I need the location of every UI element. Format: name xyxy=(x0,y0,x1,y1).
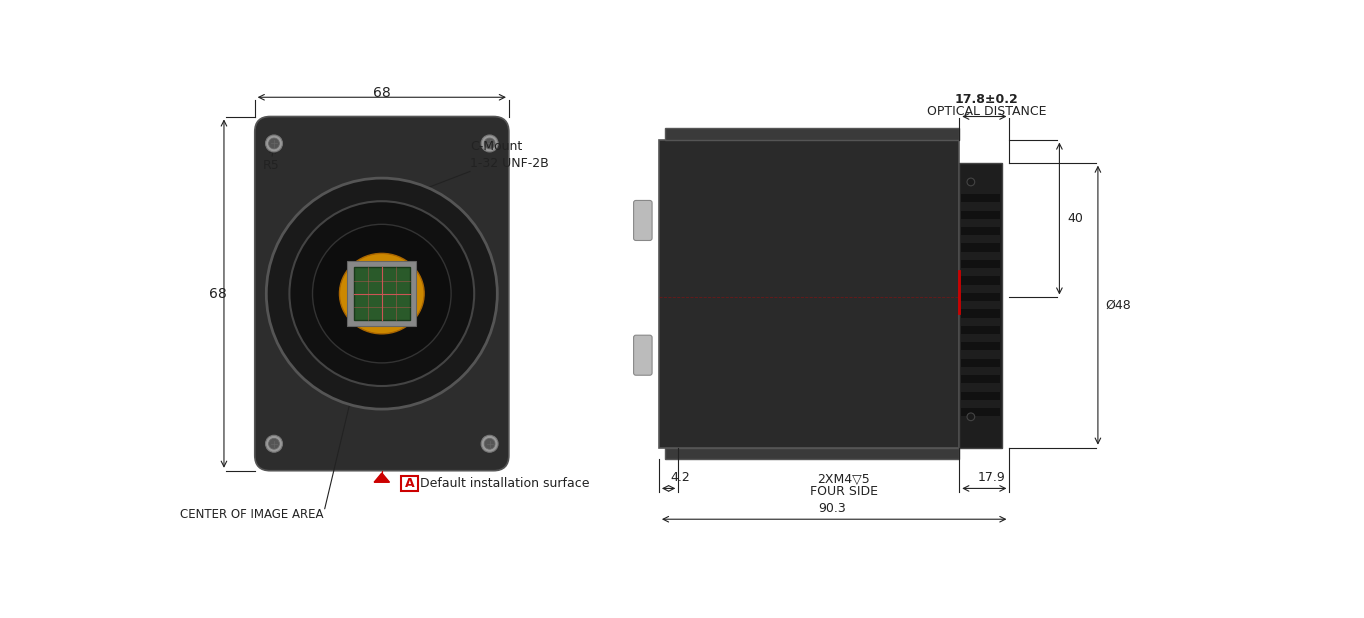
Bar xyxy=(960,326,1000,334)
Text: FOUR SIDE: FOUR SIDE xyxy=(810,485,878,498)
Bar xyxy=(960,260,1000,268)
Circle shape xyxy=(266,135,282,152)
Bar xyxy=(959,163,1001,447)
Bar xyxy=(960,227,1000,235)
Bar xyxy=(960,194,1000,202)
Ellipse shape xyxy=(312,224,451,363)
Circle shape xyxy=(266,435,282,452)
Text: 68: 68 xyxy=(372,86,390,99)
Circle shape xyxy=(484,138,495,149)
Text: C-Mount
1-32 UNF-2B: C-Mount 1-32 UNF-2B xyxy=(471,140,550,170)
Text: 68: 68 xyxy=(209,287,226,300)
Bar xyxy=(960,243,1000,252)
Circle shape xyxy=(269,438,280,449)
Bar xyxy=(659,140,959,447)
Text: CENTER OF IMAGE AREA: CENTER OF IMAGE AREA xyxy=(180,508,323,521)
Bar xyxy=(666,128,959,140)
FancyBboxPatch shape xyxy=(255,117,509,471)
Bar xyxy=(960,276,1000,284)
FancyBboxPatch shape xyxy=(634,200,652,240)
Bar xyxy=(348,261,416,326)
Text: 40: 40 xyxy=(1067,213,1083,226)
Circle shape xyxy=(967,413,975,421)
Bar xyxy=(960,211,1000,219)
Ellipse shape xyxy=(289,201,475,386)
Text: Default installation surface: Default installation surface xyxy=(420,477,589,490)
Bar xyxy=(666,447,959,459)
Circle shape xyxy=(481,435,498,452)
Text: OPTICAL DISTANCE: OPTICAL DISTANCE xyxy=(926,104,1046,117)
Text: Ø48: Ø48 xyxy=(1106,298,1131,311)
Ellipse shape xyxy=(266,178,498,409)
Bar xyxy=(960,293,1000,301)
Bar xyxy=(960,358,1000,367)
Bar xyxy=(401,476,417,491)
Bar xyxy=(960,408,1000,417)
Text: 90.3: 90.3 xyxy=(818,502,846,515)
Bar xyxy=(960,392,1000,400)
Bar xyxy=(960,342,1000,350)
Circle shape xyxy=(967,178,975,186)
Text: 17.8±0.2: 17.8±0.2 xyxy=(955,93,1018,106)
Text: R5: R5 xyxy=(262,159,280,172)
Text: 4.2: 4.2 xyxy=(671,471,690,484)
Bar xyxy=(355,268,409,320)
Polygon shape xyxy=(374,473,390,482)
Text: 17.9: 17.9 xyxy=(978,471,1005,484)
Circle shape xyxy=(484,438,495,449)
Bar xyxy=(960,375,1000,383)
Text: A: A xyxy=(405,477,415,490)
Circle shape xyxy=(481,135,498,152)
Text: 2XM4▽5: 2XM4▽5 xyxy=(817,473,870,486)
Ellipse shape xyxy=(340,253,424,334)
Bar xyxy=(960,309,1000,318)
FancyBboxPatch shape xyxy=(634,335,652,375)
Circle shape xyxy=(269,138,280,149)
